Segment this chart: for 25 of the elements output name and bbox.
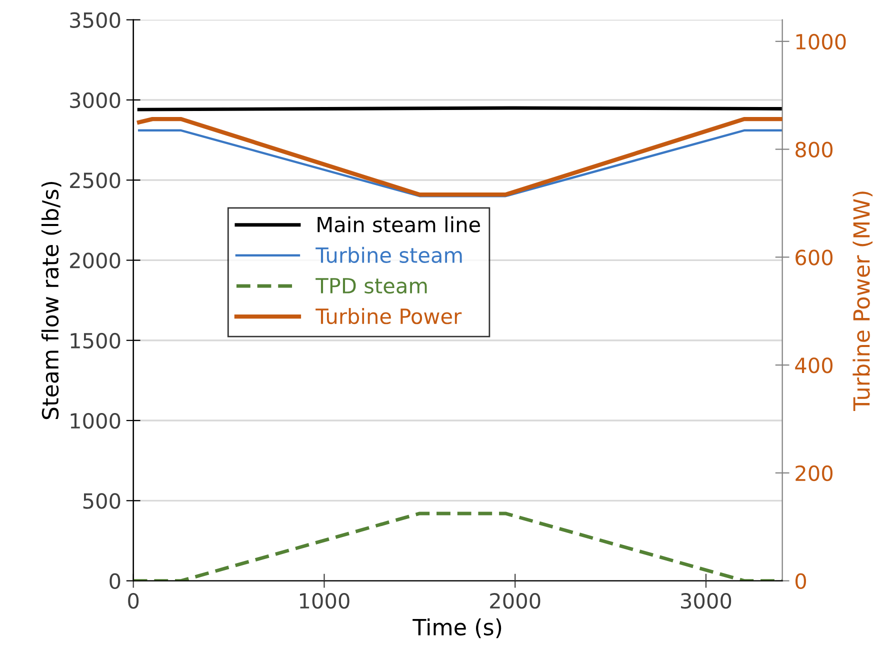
y-tick-label: 2500: [70, 172, 120, 188]
y-tick-label: 0: [110, 573, 120, 590]
y-tick-label: 3500: [70, 12, 120, 28]
y2-tick-label: 1000: [796, 34, 846, 50]
y2-tick-label: 200: [796, 465, 833, 482]
y-tick-label: 2000: [70, 252, 120, 268]
legend-label: TPD steam: [316, 278, 427, 294]
y2-axis-title: Turbine Power (MW): [852, 192, 873, 411]
x-tick-label: 3000: [681, 592, 732, 609]
y-tick-label: 3000: [70, 92, 120, 108]
y2-tick-label: 600: [796, 250, 833, 266]
x-tick-label: 0: [128, 592, 139, 609]
x-tick-label: 2000: [490, 592, 540, 609]
x-tick-label: 1000: [300, 592, 350, 609]
legend-label: Main steam line: [318, 216, 480, 232]
legend-label: Turbine steam: [316, 246, 462, 264]
y2-tick-label: 400: [795, 357, 833, 374]
y-tick-label: 1000: [70, 412, 120, 429]
y2-tick-label: 800: [796, 142, 833, 158]
y-tick-label: 1500: [70, 332, 120, 349]
y-tick-label: 500: [83, 493, 120, 509]
x-axis-title: Time (s): [412, 618, 502, 638]
y-axis-title: Steam flow rate (lb/s): [41, 182, 62, 420]
legend-label: Turbine Power: [316, 308, 462, 324]
y2-tick-label: 0: [796, 573, 806, 590]
